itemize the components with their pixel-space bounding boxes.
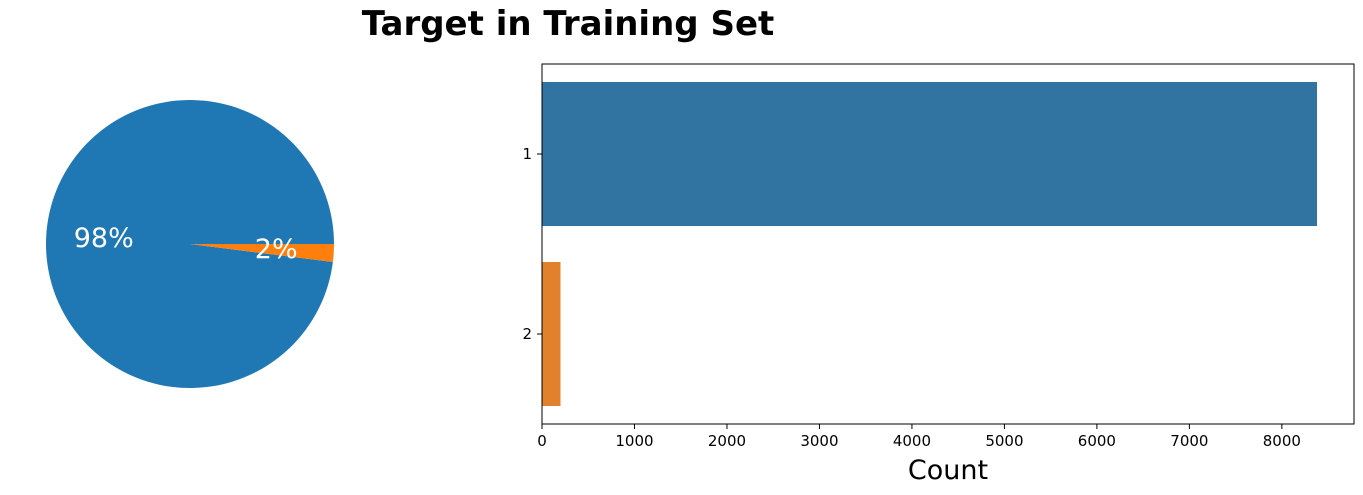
bar-2	[542, 262, 561, 406]
pie-chart: 98% 2%	[45, 99, 335, 388]
y-tick-label: 1	[522, 145, 532, 163]
x-tick-label: 0	[537, 432, 547, 450]
x-axis-ticks: 0 1000 2000 3000 4000 5000 6000 7000 8000	[537, 424, 1301, 450]
y-tick-label: 2	[522, 325, 532, 343]
figure-title: Target in Training Set	[361, 4, 775, 44]
x-tick-label: 2000	[708, 432, 746, 450]
bars	[542, 82, 1318, 406]
bar-1	[542, 82, 1318, 226]
x-tick-label: 6000	[1078, 432, 1116, 450]
x-tick-label: 8000	[1263, 432, 1301, 450]
bar-chart: 0 1000 2000 3000 4000 5000 6000 7000 8000 12 Cou…	[522, 63, 1355, 486]
x-tick-label: 3000	[800, 432, 838, 450]
x-tick-label: 4000	[893, 432, 931, 450]
pie-slice-2	[190, 244, 334, 263]
x-axis-title: Count	[908, 455, 988, 486]
pie-slice-1	[45, 99, 335, 388]
x-tick-label: 1000	[615, 432, 653, 450]
pie-label-1: 98%	[74, 223, 134, 254]
x-tick-label: 7000	[1170, 432, 1208, 450]
x-tick-label: 5000	[985, 432, 1023, 450]
plot-frame	[541, 63, 1355, 425]
y-axis-ticks: 12	[522, 145, 542, 343]
pie-label-2: 2%	[255, 234, 298, 265]
